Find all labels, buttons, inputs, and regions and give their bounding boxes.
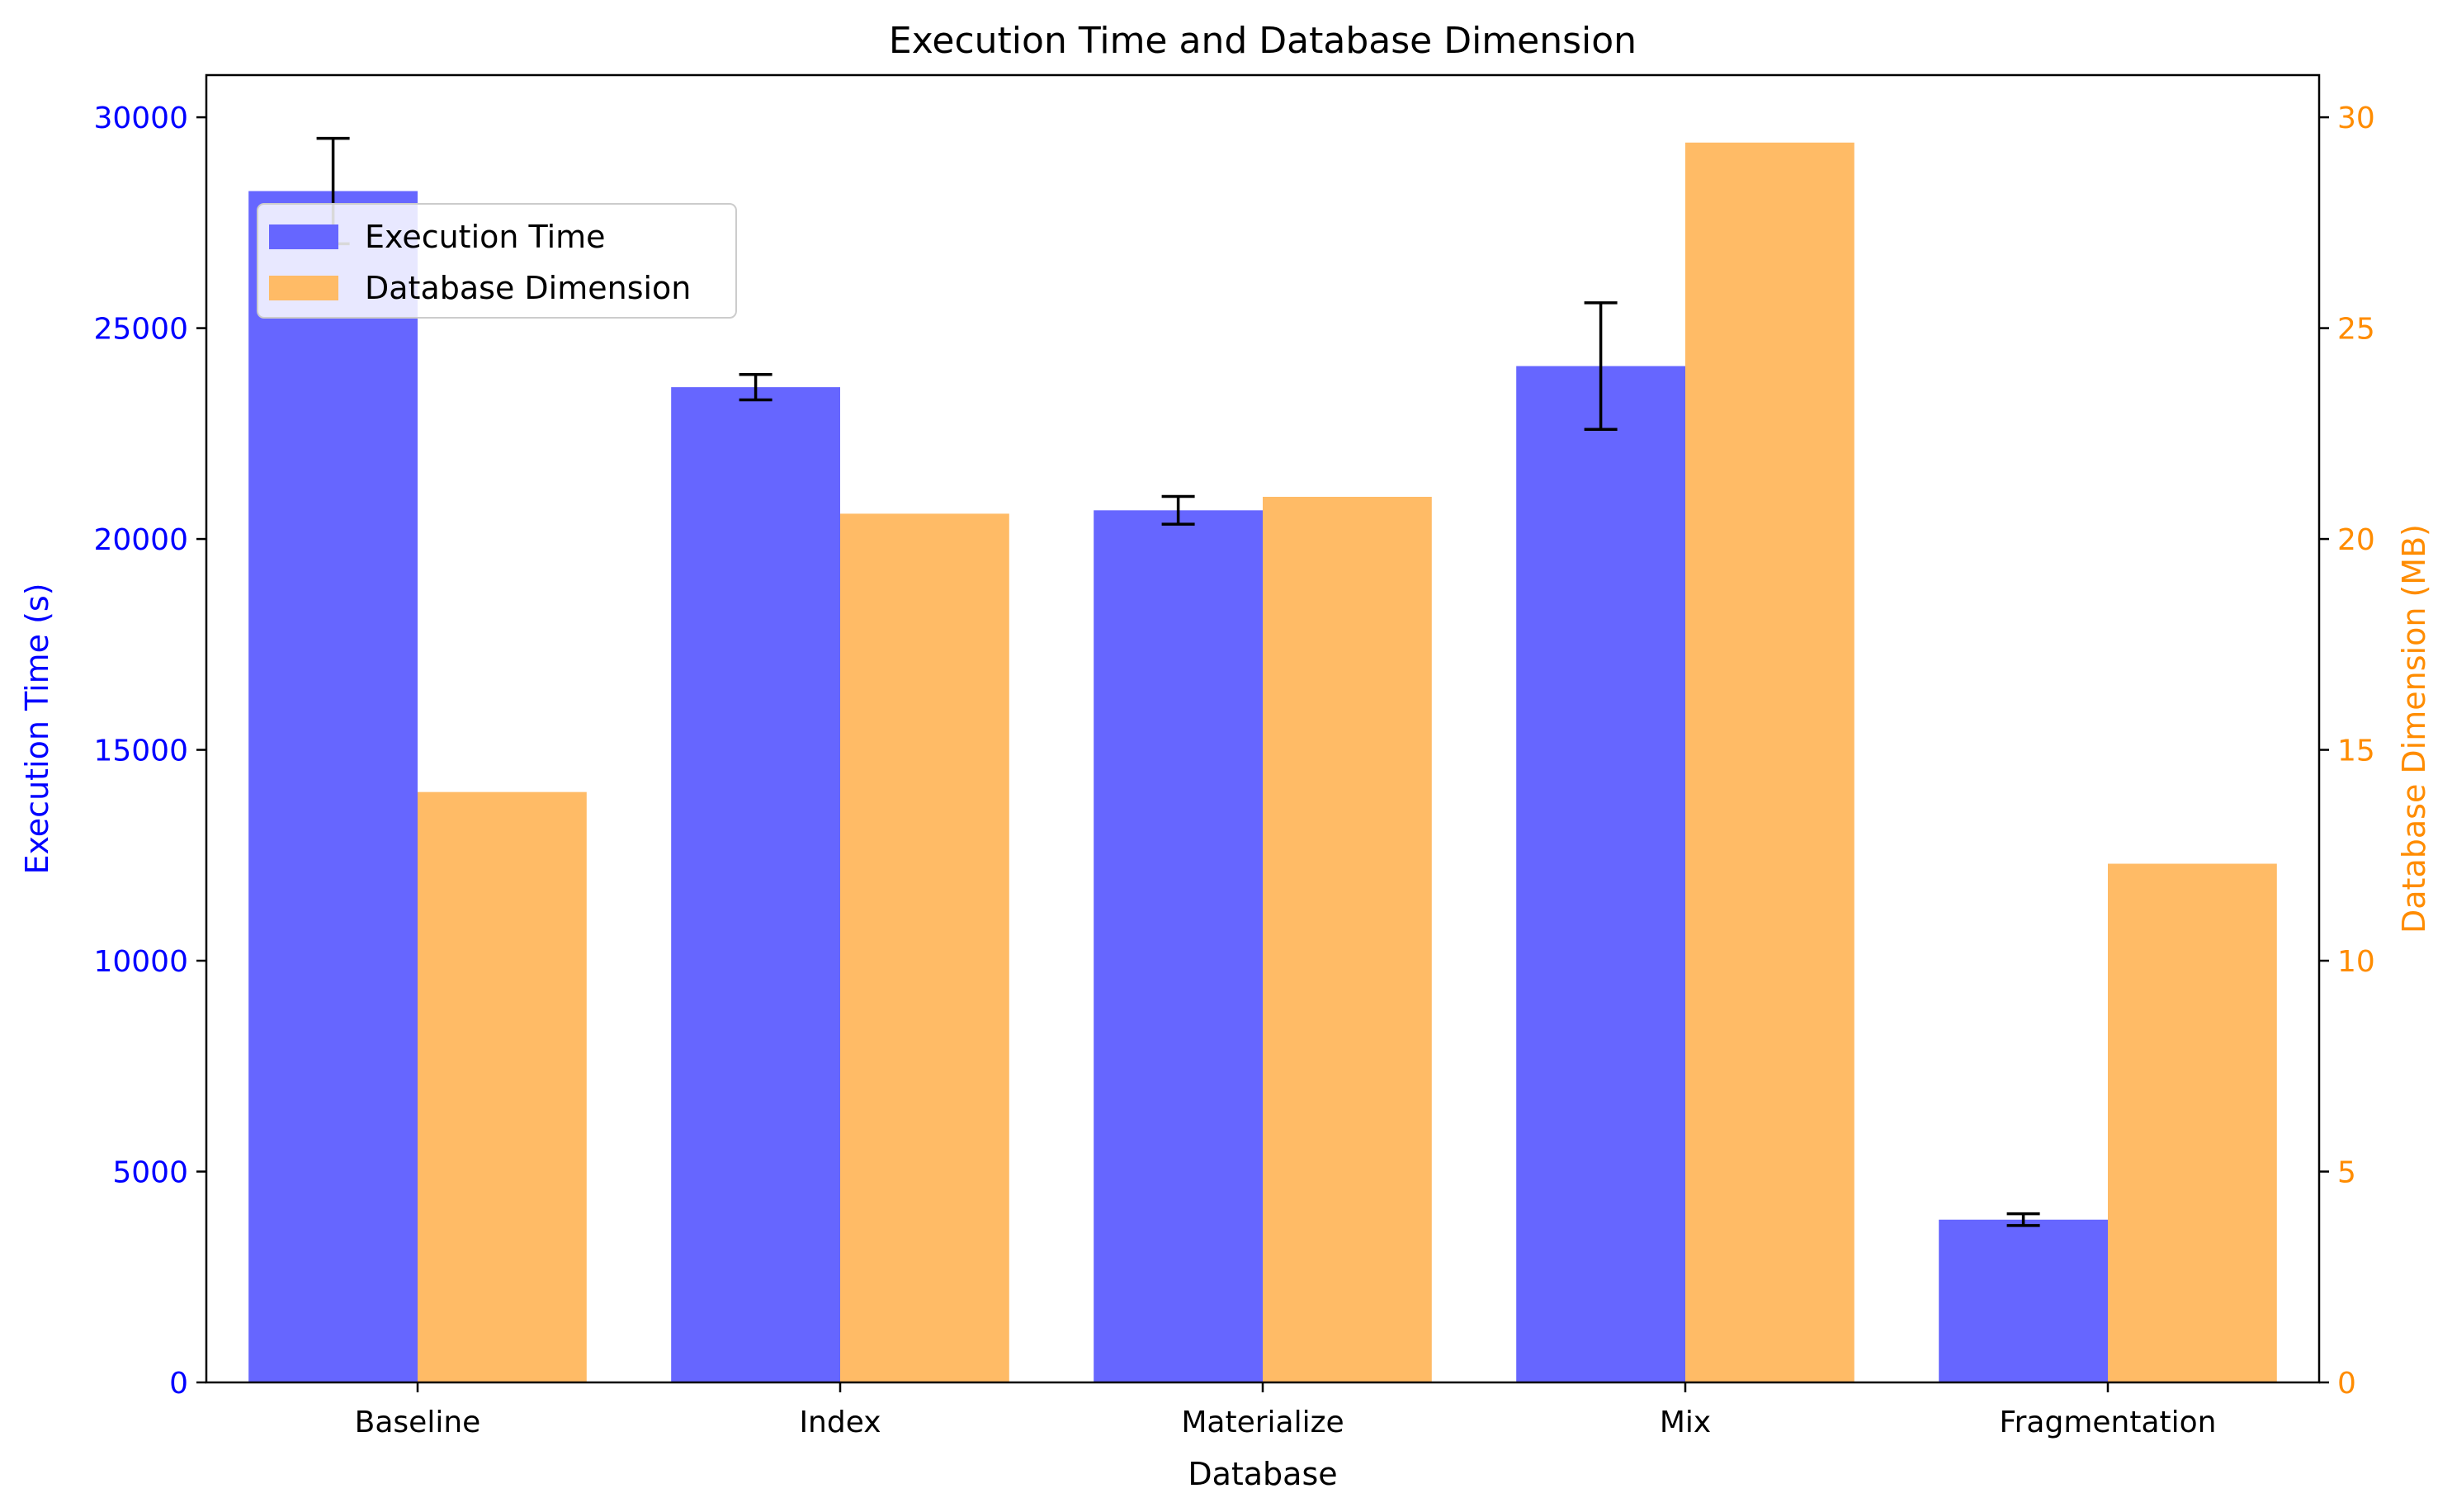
error-bar-fragmentation (2006, 1212, 2040, 1227)
error-bar-index (739, 373, 772, 402)
bar-execution-time-baseline (248, 191, 418, 1383)
x-axis-label: Database (1188, 1456, 1337, 1492)
bar-execution-time-materialize (1094, 510, 1263, 1382)
x-tick-label-fragmentation: Fragmentation (2000, 1406, 2217, 1439)
bar-execution-time-fragmentation (1939, 1219, 2108, 1382)
right-y-tick-label: 10 (2337, 945, 2375, 979)
error-bars (316, 136, 2040, 1227)
x-tick-label-baseline: Baseline (355, 1406, 481, 1439)
right-y-tick-label: 5 (2337, 1156, 2356, 1190)
right-y-tick-label: 15 (2337, 735, 2375, 768)
x-tick-label-index: Index (799, 1406, 881, 1439)
left-y-axis-label: Execution Time (s) (19, 583, 55, 874)
legend-label-database-dimension: Database Dimension (365, 270, 691, 306)
left-y-tick-label: 0 (169, 1367, 188, 1401)
left-y-tick-label: 5000 (112, 1156, 188, 1190)
bar-database-dimension-index (840, 513, 1009, 1382)
left-y-tick-label: 30000 (93, 102, 188, 135)
bar-database-dimension-baseline (418, 791, 587, 1382)
legend-label-execution-time: Execution Time (365, 219, 606, 255)
chart-title: Execution Time and Database Dimension (889, 20, 1637, 62)
left-y-tick-label: 15000 (93, 735, 188, 768)
left-y-axis: 0 5000 10000 15000 20000 25000 30000 (93, 102, 206, 1401)
left-y-tick-label: 20000 (93, 523, 188, 557)
bar-database-dimension-materialize (1263, 496, 1432, 1382)
bar-execution-time-mix (1516, 366, 1685, 1382)
legend-box (257, 203, 737, 319)
database-dimension-bars (418, 142, 2277, 1382)
right-y-tick-label: 25 (2337, 313, 2375, 347)
error-bar-materialize (1161, 494, 1195, 526)
bar-execution-time-index (671, 387, 840, 1383)
x-tick-label-mix: Mix (1660, 1406, 1711, 1439)
x-axis: Baseline Index Materialize Mix Fragmentation (355, 1382, 2217, 1439)
left-y-tick-label: 25000 (93, 313, 188, 347)
right-y-tick-label: 0 (2337, 1367, 2356, 1401)
bar-database-dimension-mix (1685, 142, 1854, 1382)
legend: Execution Time Database Dimension (257, 203, 737, 319)
right-y-axis-label: Database Dimension (MB) (2396, 524, 2432, 933)
left-y-tick-label: 10000 (93, 945, 188, 979)
right-y-tick-label: 20 (2337, 523, 2375, 557)
legend-swatch-database-dimension (269, 276, 338, 300)
execution-time-bars (248, 191, 2108, 1383)
right-y-tick-label: 30 (2337, 102, 2375, 135)
error-bar-mix (1584, 301, 1618, 431)
x-tick-label-materialize: Materialize (1181, 1406, 1344, 1439)
legend-swatch-execution-time (269, 224, 338, 249)
bar-database-dimension-fragmentation (2108, 863, 2277, 1382)
right-y-axis: 0 5 10 15 20 25 30 (2319, 102, 2375, 1401)
